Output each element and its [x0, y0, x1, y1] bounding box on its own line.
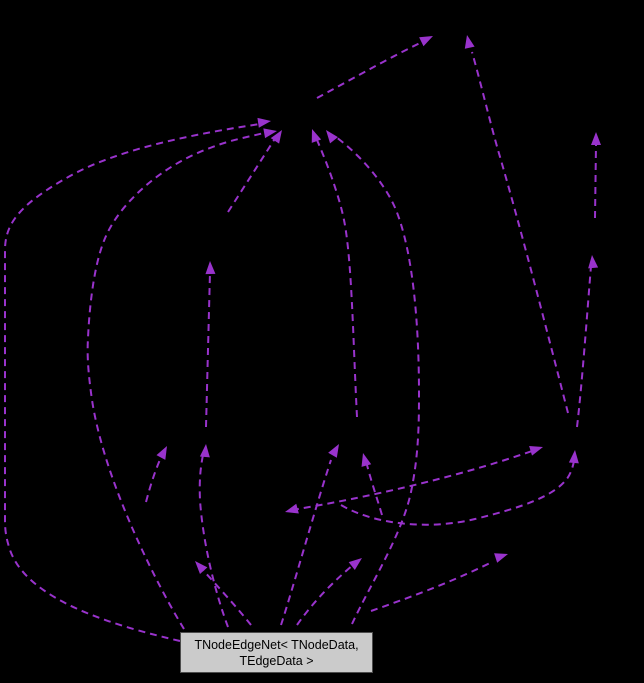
edge-lowleft-up-arrowhead [156, 446, 167, 460]
edge-main-to-hub-inner-left [86, 132, 265, 630]
edge-lowmid-right-bidir [291, 450, 533, 511]
edges-layer [4, 35, 601, 642]
edge-main-to-lowleft [202, 569, 252, 626]
node-label-line2: TEdgeData > [239, 654, 313, 668]
edge-leftcol-up [205, 271, 211, 428]
edge-main-to-lowmid-arrowhead [348, 558, 362, 570]
edge-main-to-hub-inner-left-arrowhead [263, 128, 277, 139]
edge-lowmid-to-midcenter-arrowhead [361, 453, 372, 467]
edge-main-to-hub-right-bow-arrowhead [326, 130, 338, 144]
edge-lowmid-right-bidir-arrowhead [285, 503, 299, 514]
edge-right-up-upper [594, 143, 597, 219]
edge-lowmid-to-right-arrowhead [568, 450, 579, 464]
edge-main-to-leftcol [198, 454, 229, 628]
edge-midleft-to-hub-arrowhead [270, 130, 282, 144]
edge-hub-to-top-arrowhead [419, 36, 433, 47]
edge-main-to-lowright-arrowhead [494, 553, 508, 563]
edge-main-to-midcenter-arrowhead [328, 444, 339, 458]
edge-main-to-lowright [370, 562, 491, 612]
edge-right-to-top [471, 51, 569, 414]
edge-main-to-hub-right-bow [335, 136, 421, 625]
edge-main-to-lowmid [296, 564, 354, 626]
edge-midcenter-to-hub-arrowhead [311, 129, 322, 143]
edge-lowmid-right-bidir-arrowhead [529, 446, 543, 456]
edge-lowleft-up [145, 452, 164, 503]
edge-main-to-hub-outer-left [4, 123, 261, 642]
edge-main-to-hub-outer-left-arrowhead [257, 117, 271, 128]
edge-main-to-lowleft-arrowhead [195, 561, 208, 575]
edge-midleft-to-hub [227, 136, 277, 213]
edge-lowmid-to-midcenter [366, 464, 383, 516]
node-tnodeedgenet[interactable]: TNodeEdgeNet< TNodeData, TEdgeData > [180, 632, 373, 673]
node-box[interactable] [180, 632, 373, 673]
edge-right-to-top-arrowhead [464, 35, 475, 49]
node-label-line1: TNodeEdgeNet< TNodeData, [194, 638, 358, 652]
edge-leftcol-up-arrowhead [205, 261, 216, 275]
edge-lowmid-to-right [340, 460, 575, 526]
edge-right-up-lower [576, 265, 592, 428]
edge-right-up-upper-arrowhead [591, 132, 601, 145]
edge-main-to-midcenter [280, 459, 332, 626]
edge-midcenter-to-hub [316, 139, 358, 418]
edge-right-up-lower-arrowhead [588, 255, 599, 269]
edge-main-to-leftcol-arrowhead [199, 444, 210, 458]
